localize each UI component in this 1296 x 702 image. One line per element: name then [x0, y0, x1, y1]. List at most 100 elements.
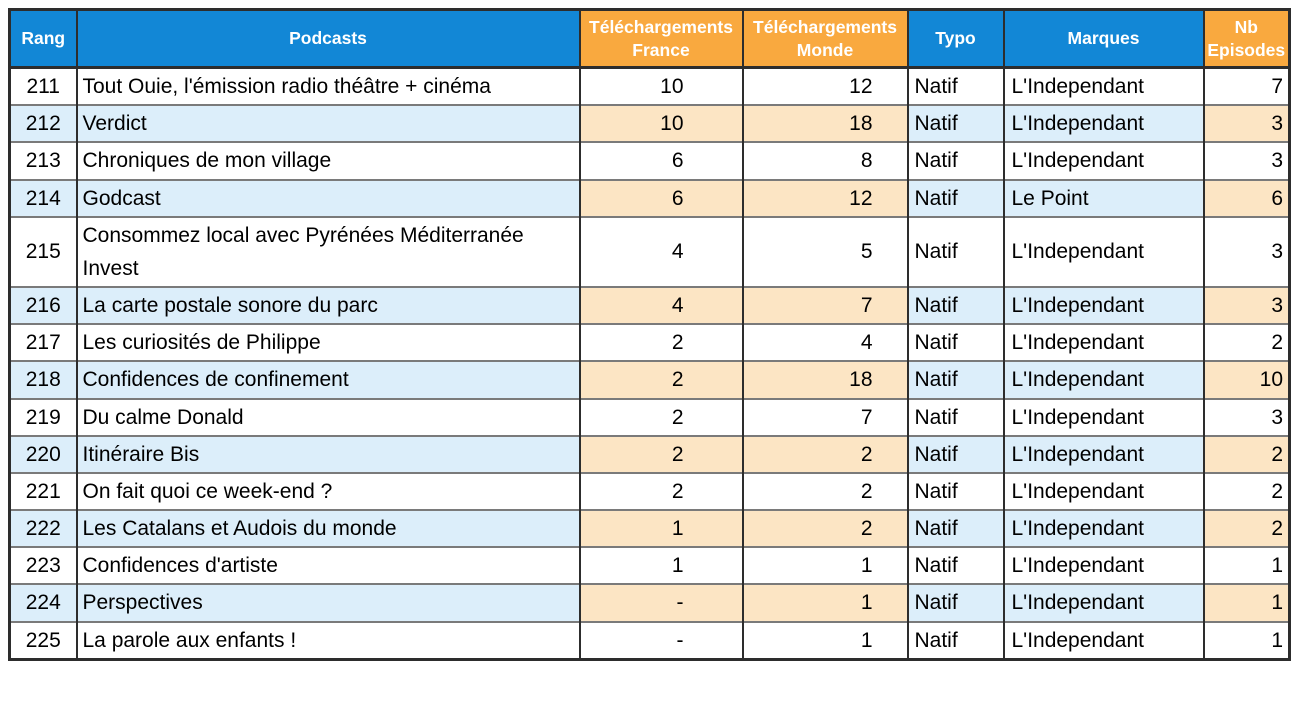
- cell-rang[interactable]: 215: [8, 215, 78, 288]
- cell-rang[interactable]: 224: [8, 583, 78, 622]
- cell-marque[interactable]: L'Independant: [1002, 104, 1205, 143]
- cell-podcast-title[interactable]: Les Catalans et Audois du monde: [75, 509, 581, 548]
- cell-telechargements-monde[interactable]: 1: [741, 620, 909, 660]
- cell-rang[interactable]: 219: [8, 397, 78, 436]
- cell-telechargements-monde[interactable]: 5: [741, 215, 909, 288]
- cell-telechargements-monde[interactable]: 8: [741, 141, 909, 180]
- cell-typo[interactable]: Natif: [906, 286, 1005, 325]
- cell-marque[interactable]: L'Independant: [1002, 583, 1205, 622]
- cell-marque[interactable]: L'Independant: [1002, 620, 1205, 660]
- cell-marque[interactable]: L'Independant: [1002, 67, 1205, 106]
- column-header-podcasts[interactable]: Podcasts: [75, 9, 581, 69]
- cell-podcast-title[interactable]: Consommez local avec Pyrénées Méditerran…: [75, 215, 581, 288]
- cell-telechargements-monde[interactable]: 7: [741, 397, 909, 436]
- cell-typo[interactable]: Natif: [906, 620, 1005, 660]
- cell-rang[interactable]: 214: [8, 178, 78, 217]
- cell-telechargements-france[interactable]: 1: [578, 546, 744, 585]
- cell-nb-episodes[interactable]: 2: [1202, 434, 1291, 473]
- cell-nb-episodes[interactable]: 3: [1202, 104, 1291, 143]
- cell-nb-episodes[interactable]: 3: [1202, 397, 1291, 436]
- cell-typo[interactable]: Natif: [906, 509, 1005, 548]
- cell-podcast-title[interactable]: Tout Ouie, l'émission radio théâtre + ci…: [75, 67, 581, 106]
- cell-rang[interactable]: 220: [8, 434, 78, 473]
- cell-telechargements-france[interactable]: -: [578, 620, 744, 660]
- cell-rang[interactable]: 221: [8, 471, 78, 511]
- cell-telechargements-monde[interactable]: 7: [741, 286, 909, 325]
- cell-podcast-title[interactable]: Itinéraire Bis: [75, 434, 581, 473]
- column-header-telechargements-monde[interactable]: Téléchargements Monde: [741, 9, 909, 69]
- cell-marque[interactable]: L'Independant: [1002, 360, 1205, 399]
- cell-telechargements-monde[interactable]: 12: [741, 67, 909, 106]
- cell-typo[interactable]: Natif: [906, 397, 1005, 436]
- cell-telechargements-france[interactable]: 2: [578, 471, 744, 511]
- cell-telechargements-france[interactable]: -: [578, 583, 744, 622]
- cell-telechargements-france[interactable]: 4: [578, 215, 744, 288]
- cell-podcast-title[interactable]: On fait quoi ce week-end ?: [75, 471, 581, 511]
- cell-telechargements-monde[interactable]: 2: [741, 471, 909, 511]
- cell-rang[interactable]: 213: [8, 141, 78, 180]
- cell-nb-episodes[interactable]: 1: [1202, 546, 1291, 585]
- column-header-typo[interactable]: Typo: [906, 9, 1005, 69]
- cell-podcast-title[interactable]: Godcast: [75, 178, 581, 217]
- cell-nb-episodes[interactable]: 2: [1202, 471, 1291, 511]
- cell-telechargements-france[interactable]: 2: [578, 323, 744, 362]
- cell-podcast-title[interactable]: Les curiosités de Philippe: [75, 323, 581, 362]
- cell-typo[interactable]: Natif: [906, 323, 1005, 362]
- cell-telechargements-france[interactable]: 2: [578, 360, 744, 399]
- cell-nb-episodes[interactable]: 3: [1202, 286, 1291, 325]
- cell-telechargements-monde[interactable]: 18: [741, 360, 909, 399]
- column-header-marques[interactable]: Marques: [1002, 9, 1205, 69]
- cell-typo[interactable]: Natif: [906, 546, 1005, 585]
- cell-typo[interactable]: Natif: [906, 141, 1005, 180]
- cell-telechargements-monde[interactable]: 1: [741, 546, 909, 585]
- cell-marque[interactable]: L'Independant: [1002, 509, 1205, 548]
- cell-nb-episodes[interactable]: 3: [1202, 215, 1291, 288]
- cell-telechargements-france[interactable]: 1: [578, 509, 744, 548]
- cell-podcast-title[interactable]: Du calme Donald: [75, 397, 581, 436]
- cell-podcast-title[interactable]: La parole aux enfants !: [75, 620, 581, 660]
- cell-nb-episodes[interactable]: 3: [1202, 141, 1291, 180]
- cell-telechargements-france[interactable]: 6: [578, 141, 744, 180]
- cell-nb-episodes[interactable]: 6: [1202, 178, 1291, 217]
- cell-podcast-title[interactable]: Verdict: [75, 104, 581, 143]
- cell-marque[interactable]: L'Independant: [1002, 546, 1205, 585]
- cell-telechargements-monde[interactable]: 18: [741, 104, 909, 143]
- cell-nb-episodes[interactable]: 1: [1202, 583, 1291, 622]
- cell-nb-episodes[interactable]: 10: [1202, 360, 1291, 399]
- cell-marque[interactable]: L'Independant: [1002, 323, 1205, 362]
- cell-typo[interactable]: Natif: [906, 215, 1005, 288]
- cell-rang[interactable]: 217: [8, 323, 78, 362]
- cell-typo[interactable]: Natif: [906, 178, 1005, 217]
- cell-marque[interactable]: L'Independant: [1002, 434, 1205, 473]
- cell-rang[interactable]: 211: [8, 67, 78, 106]
- cell-rang[interactable]: 212: [8, 104, 78, 143]
- cell-typo[interactable]: Natif: [906, 434, 1005, 473]
- cell-telechargements-france[interactable]: 2: [578, 397, 744, 436]
- cell-nb-episodes[interactable]: 2: [1202, 509, 1291, 548]
- cell-telechargements-monde[interactable]: 1: [741, 583, 909, 622]
- cell-typo[interactable]: Natif: [906, 471, 1005, 511]
- cell-rang[interactable]: 216: [8, 286, 78, 325]
- cell-telechargements-france[interactable]: 6: [578, 178, 744, 217]
- cell-marque[interactable]: L'Independant: [1002, 471, 1205, 511]
- cell-rang[interactable]: 218: [8, 360, 78, 399]
- cell-typo[interactable]: Natif: [906, 104, 1005, 143]
- cell-telechargements-monde[interactable]: 2: [741, 509, 909, 548]
- column-header-nb-episodes[interactable]: Nb Episodes: [1202, 9, 1291, 69]
- cell-marque[interactable]: L'Independant: [1002, 286, 1205, 325]
- cell-typo[interactable]: Natif: [906, 67, 1005, 106]
- cell-telechargements-monde[interactable]: 12: [741, 178, 909, 217]
- cell-typo[interactable]: Natif: [906, 583, 1005, 622]
- cell-telechargements-france[interactable]: 2: [578, 434, 744, 473]
- cell-podcast-title[interactable]: Chroniques de mon village: [75, 141, 581, 180]
- cell-podcast-title[interactable]: Confidences d'artiste: [75, 546, 581, 585]
- cell-marque[interactable]: L'Independant: [1002, 397, 1205, 436]
- cell-rang[interactable]: 223: [8, 546, 78, 585]
- cell-nb-episodes[interactable]: 2: [1202, 323, 1291, 362]
- cell-nb-episodes[interactable]: 1: [1202, 620, 1291, 660]
- cell-telechargements-monde[interactable]: 4: [741, 323, 909, 362]
- cell-podcast-title[interactable]: Confidences de confinement: [75, 360, 581, 399]
- column-header-telechargements-france[interactable]: Téléchargements France: [578, 9, 744, 69]
- cell-marque[interactable]: Le Point: [1002, 178, 1205, 217]
- cell-rang[interactable]: 225: [8, 620, 78, 660]
